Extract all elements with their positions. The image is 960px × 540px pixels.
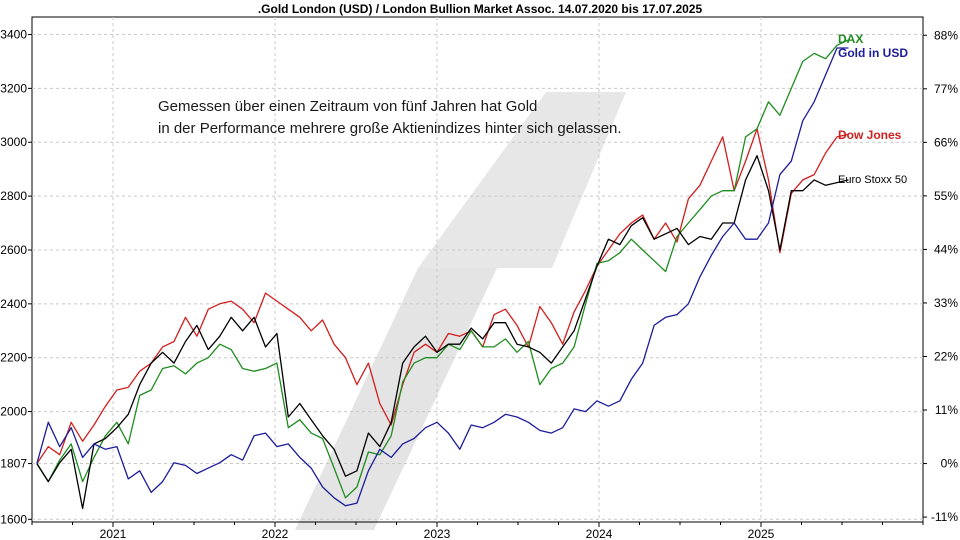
right-tick-label: 66% [934,135,958,149]
legend-label-dow-jones: Dow Jones [838,128,902,142]
x-tick-label: 2023 [424,527,451,540]
series-line-euro-stoxx-50 [36,155,849,510]
x-axis: 2021 2022 2023 2024 2025 [31,522,924,540]
left-tick-label: 1600 [0,512,27,526]
left-tick-label: 2000 [0,405,27,419]
x-tick-label: 2024 [586,527,613,540]
chart-title: .Gold London (USD) / London Bullion Mark… [258,2,703,16]
annotation-line-1: Gemessen über einen Zeitraum von fünf Ja… [158,98,537,115]
watermark [295,92,626,530]
right-axis: 88% 77% 66% 55% 44% 33% 22% 11% 0% -11% [923,28,958,524]
left-tick-label: 3200 [0,81,27,95]
x-tick-label: 2022 [262,527,289,540]
right-tick-label: -11% [931,510,958,524]
left-tick-label: 3400 [0,28,27,42]
right-tick-label: 88% [934,28,958,42]
series-line-dow-jones [36,128,849,464]
series-lines [36,39,849,510]
right-tick-label: 22% [934,349,958,363]
legend-label-euro-stoxx-50: Euro Stoxx 50 [838,174,907,186]
x-tick-label: 2021 [100,527,127,540]
series-line-gold-in-usd [36,47,849,507]
right-tick-label: 33% [934,296,958,310]
right-tick-label: 44% [934,242,958,256]
right-tick-label: 0% [941,457,959,471]
right-tick-label: 55% [934,189,958,203]
legend: Dow Jones DAX Euro Stoxx 50 Gold in USD [838,32,908,186]
left-tick-label: 2800 [0,189,27,203]
annotation-line-2: in der Performance mehrere große Aktieni… [158,120,622,137]
gridlines [32,17,923,522]
right-tick-label: 77% [934,82,958,96]
watermark-slash-upper [418,92,626,268]
legend-label-dax: DAX [838,32,863,46]
left-tick-label: 2400 [0,297,27,311]
left-tick-label: 2600 [0,243,27,257]
x-tick-label: 2025 [748,527,775,540]
legend-label-gold-in-usd: Gold in USD [838,46,908,60]
left-tick-label: 2200 [0,351,27,365]
left-axis: 3400 3200 3000 2800 2600 2400 2200 2000 1807 1600 [0,28,32,526]
left-tick-label: 3000 [0,135,27,149]
series-line-dax [36,39,849,499]
right-tick-label: 11% [935,403,958,417]
left-tick-label: 1807 [0,457,27,471]
